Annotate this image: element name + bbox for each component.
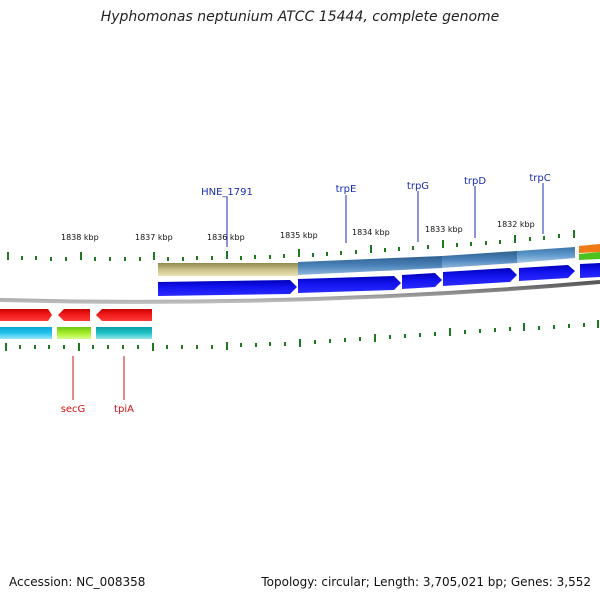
gene-arrow [298,276,401,293]
gene-arrow [158,280,297,296]
kbp-label: 1838 kbp [61,233,99,242]
forward-genes [158,263,600,296]
gene-leader-lines-top [226,183,544,247]
kbp-label: 1834 kbp [352,228,390,237]
gene-label-hne-1791[interactable]: HNE_1791 [201,187,253,198]
feature-block [0,327,52,339]
kbp-label: 1832 kbp [497,220,535,229]
gene-arrow [519,265,575,281]
feature-block [158,263,298,276]
gene-arrow [580,263,600,278]
feature-block [442,251,517,268]
gene-arrow [0,309,52,321]
feature-block [96,327,152,339]
accession-text: Accession: NC_008358 [9,575,146,589]
kbp-label: 1833 kbp [425,225,463,234]
gene-label-trpg[interactable]: trpG [407,181,429,192]
feature-block [298,256,442,275]
kbp-label: 1837 kbp [135,233,173,242]
genome-title: Hyphomonas neptunium ATCC 15444, complet… [100,9,500,25]
kbp-label: 1836 kbp [207,233,245,242]
gene-arrow [402,273,442,289]
feature-block [579,252,600,260]
gene-arrow [58,309,90,321]
reverse-genes [0,309,152,321]
gene-label-trpc[interactable]: trpC [529,173,550,184]
tick-marks-upper [7,230,575,261]
feature-block [579,244,600,253]
gene-label-trpd[interactable]: trpD [464,176,486,187]
feature-block [517,247,575,263]
genome-summary-text: Topology: circular; Length: 3,705,021 bp… [261,575,591,589]
feature-block [57,327,91,339]
gene-arrow [443,268,517,286]
gene-leader-lines-bottom [72,356,125,400]
genome-backbone [0,280,600,304]
kbp-label: 1835 kbp [280,231,318,240]
feature-band-upper [158,244,600,276]
feature-band-lower [0,327,152,339]
tick-marks-lower [5,320,599,351]
gene-arrow [96,309,152,321]
gene-label-tpia[interactable]: tpiA [114,404,134,415]
gene-label-secg[interactable]: secG [61,404,86,415]
gene-label-trpe[interactable]: trpE [336,184,357,195]
